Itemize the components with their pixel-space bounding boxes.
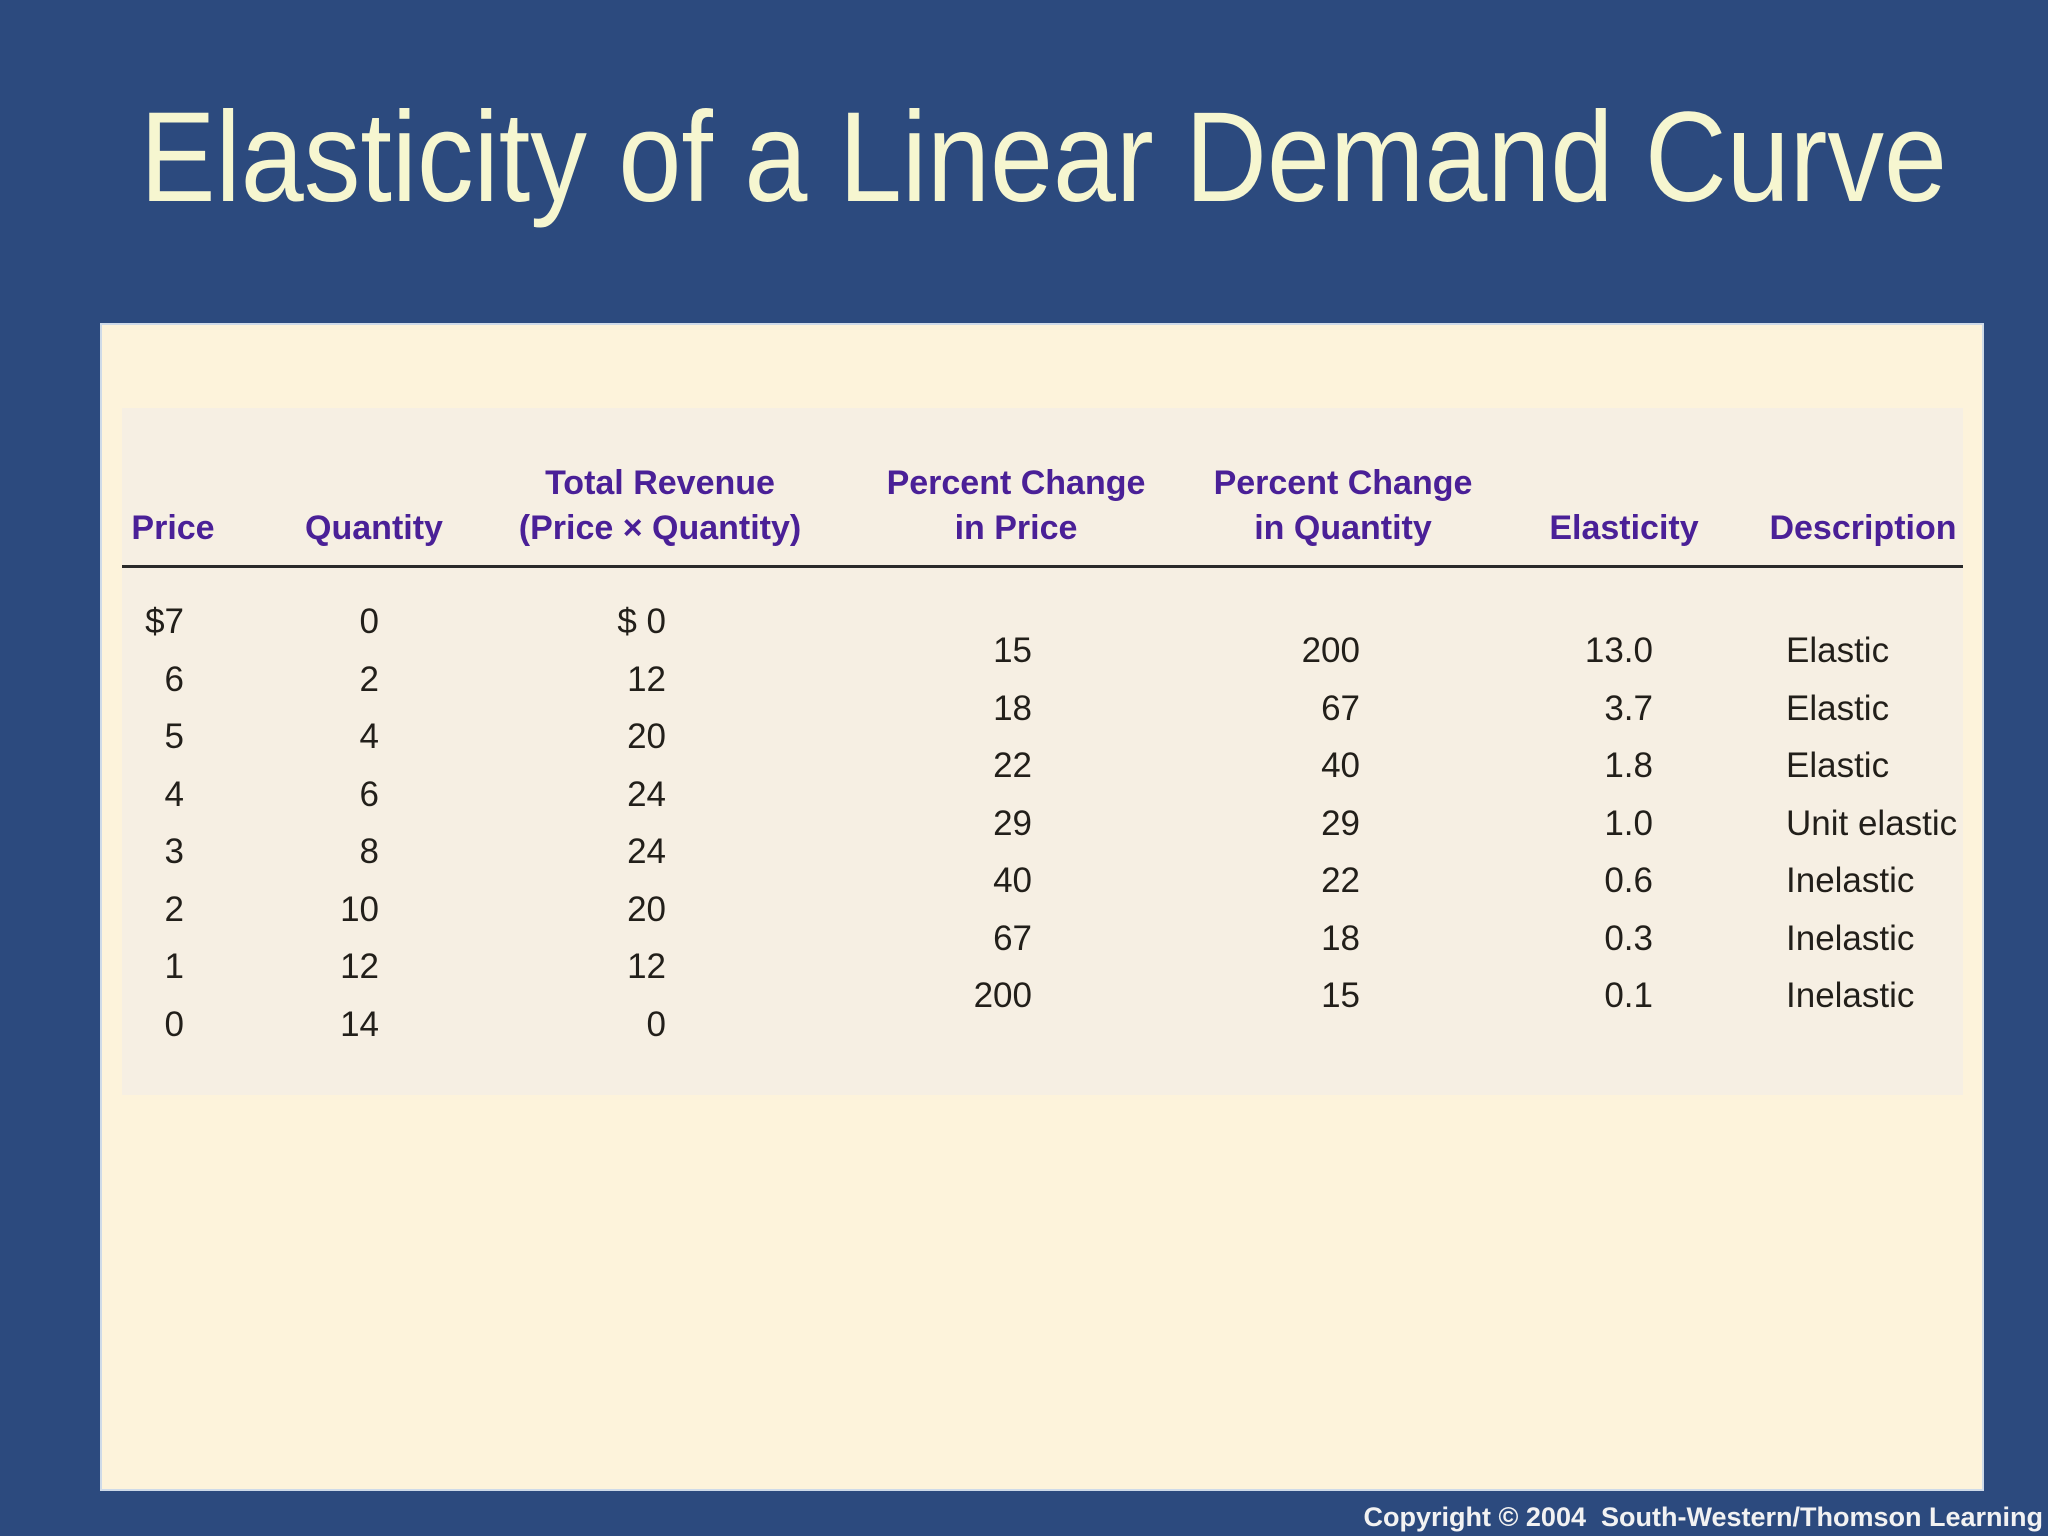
revenue-cell: 20 xyxy=(627,889,666,929)
quantity-cell: 12 xyxy=(340,947,379,986)
revenue-cell: 12 xyxy=(627,659,666,699)
price-cell: 3 xyxy=(164,832,184,871)
description-cell: Elastic xyxy=(1786,688,1890,728)
description-cell: Unit elastic xyxy=(1786,803,1958,843)
quantity-cell: 14 xyxy=(340,1004,379,1044)
column-header-percent-change-quantity-line1: Percent Change xyxy=(1213,464,1473,502)
pct-change-quantity-cell: 67 xyxy=(1321,688,1360,728)
column-header-percent-change-price-line2: in Price xyxy=(954,509,1078,547)
column-header-elasticity-label: Elasticity xyxy=(1549,509,1699,547)
pct-change-quantity-cell: 40 xyxy=(1321,746,1360,785)
pct-change-quantity-cell: 22 xyxy=(1321,861,1360,900)
price-cell: 1 xyxy=(164,947,184,986)
price-cell: $7 xyxy=(145,602,184,641)
pct-change-price-cell: 22 xyxy=(993,746,1032,785)
elasticity-columns: 15 200 13.0 Elastic 18 67 3.7 Elastic 22… xyxy=(822,622,1958,1025)
column-header-total-revenue: Total Revenue (Price × Quantity) xyxy=(510,464,810,551)
column-header-percent-change-price: Percent Change in Price xyxy=(866,464,1166,551)
column-header-quantity-label: Quantity xyxy=(305,509,443,547)
column-header-percent-change-quantity-line2: in Quantity xyxy=(1254,509,1432,547)
pct-change-quantity-cell: 18 xyxy=(1321,918,1360,958)
figure-panel: Price Quantity Total Revenue (Price × Qu… xyxy=(102,325,1982,1489)
quantity-cell: 8 xyxy=(359,832,379,871)
pct-change-price-cell: 18 xyxy=(993,688,1032,728)
revenue-cell: 12 xyxy=(627,947,666,986)
quantity-cell: 4 xyxy=(359,717,379,756)
column-header-price: Price xyxy=(122,465,224,551)
description-cell: Inelastic xyxy=(1786,976,1915,1015)
column-header-price-label: Price xyxy=(131,509,215,547)
revenue-cell: $ 0 xyxy=(617,602,666,641)
description-cell: Inelastic xyxy=(1786,861,1915,900)
elasticity-cell: 13.0 xyxy=(1584,631,1653,670)
column-header-total-revenue-line2: (Price × Quantity) xyxy=(518,509,802,547)
elasticity-cell: 1.0 xyxy=(1604,803,1653,843)
pct-change-price-cell: 40 xyxy=(993,861,1032,900)
price-cell: 2 xyxy=(164,889,184,929)
elasticity-cell: 1.8 xyxy=(1604,746,1653,785)
column-header-percent-change-price-line1: Percent Change xyxy=(886,464,1146,502)
revenue-cell: 20 xyxy=(627,717,666,756)
header-rule xyxy=(122,565,1963,568)
demand-schedule-columns: $7 0 $ 0 6 2 12 5 4 20 4 6 24 3 8 24 2 1… xyxy=(122,593,666,1053)
elasticity-cell: 0.6 xyxy=(1604,861,1653,900)
quantity-cell: 2 xyxy=(359,659,379,699)
price-cell: 4 xyxy=(164,774,184,814)
quantity-cell: 0 xyxy=(359,602,379,641)
quantity-cell: 10 xyxy=(340,889,379,929)
elasticity-cell: 0.1 xyxy=(1604,976,1653,1015)
description-cell: Elastic xyxy=(1786,746,1890,785)
pct-change-price-cell: 200 xyxy=(973,976,1032,1015)
elasticity-cell: 3.7 xyxy=(1604,688,1653,728)
pct-change-price-cell: 29 xyxy=(993,803,1032,843)
description-cell: Inelastic xyxy=(1786,918,1915,958)
pct-change-quantity-cell: 200 xyxy=(1301,631,1360,670)
pct-change-price-cell: 67 xyxy=(993,918,1032,958)
copyright-text: Copyright © 2004 South-Western/Thomson L… xyxy=(1363,1502,2043,1532)
quantity-cell: 6 xyxy=(359,774,379,814)
column-header-elasticity: Elasticity xyxy=(1524,465,1724,551)
revenue-cell: 24 xyxy=(627,774,666,814)
revenue-cell: 0 xyxy=(646,1004,666,1044)
price-cell: 6 xyxy=(164,659,184,699)
revenue-cell: 24 xyxy=(627,832,666,871)
pct-change-quantity-cell: 15 xyxy=(1321,976,1360,1015)
pct-change-quantity-cell: 29 xyxy=(1321,803,1360,843)
column-header-quantity: Quantity xyxy=(294,465,454,551)
column-header-percent-change-quantity: Percent Change in Quantity xyxy=(1193,464,1493,551)
slide-title: Elasticity of a Linear Demand Curve xyxy=(140,86,1948,229)
column-header-description-label: Description xyxy=(1769,509,1957,547)
column-header-total-revenue-line1: Total Revenue xyxy=(545,464,775,502)
price-cell: 5 xyxy=(164,717,184,756)
elasticity-cell: 0.3 xyxy=(1604,918,1653,958)
description-cell: Elastic xyxy=(1786,631,1890,670)
column-header-description: Description xyxy=(1763,465,1963,551)
price-cell: 0 xyxy=(164,1004,184,1044)
table-area: Price Quantity Total Revenue (Price × Qu… xyxy=(122,408,1963,1095)
pct-change-price-cell: 15 xyxy=(993,631,1032,670)
